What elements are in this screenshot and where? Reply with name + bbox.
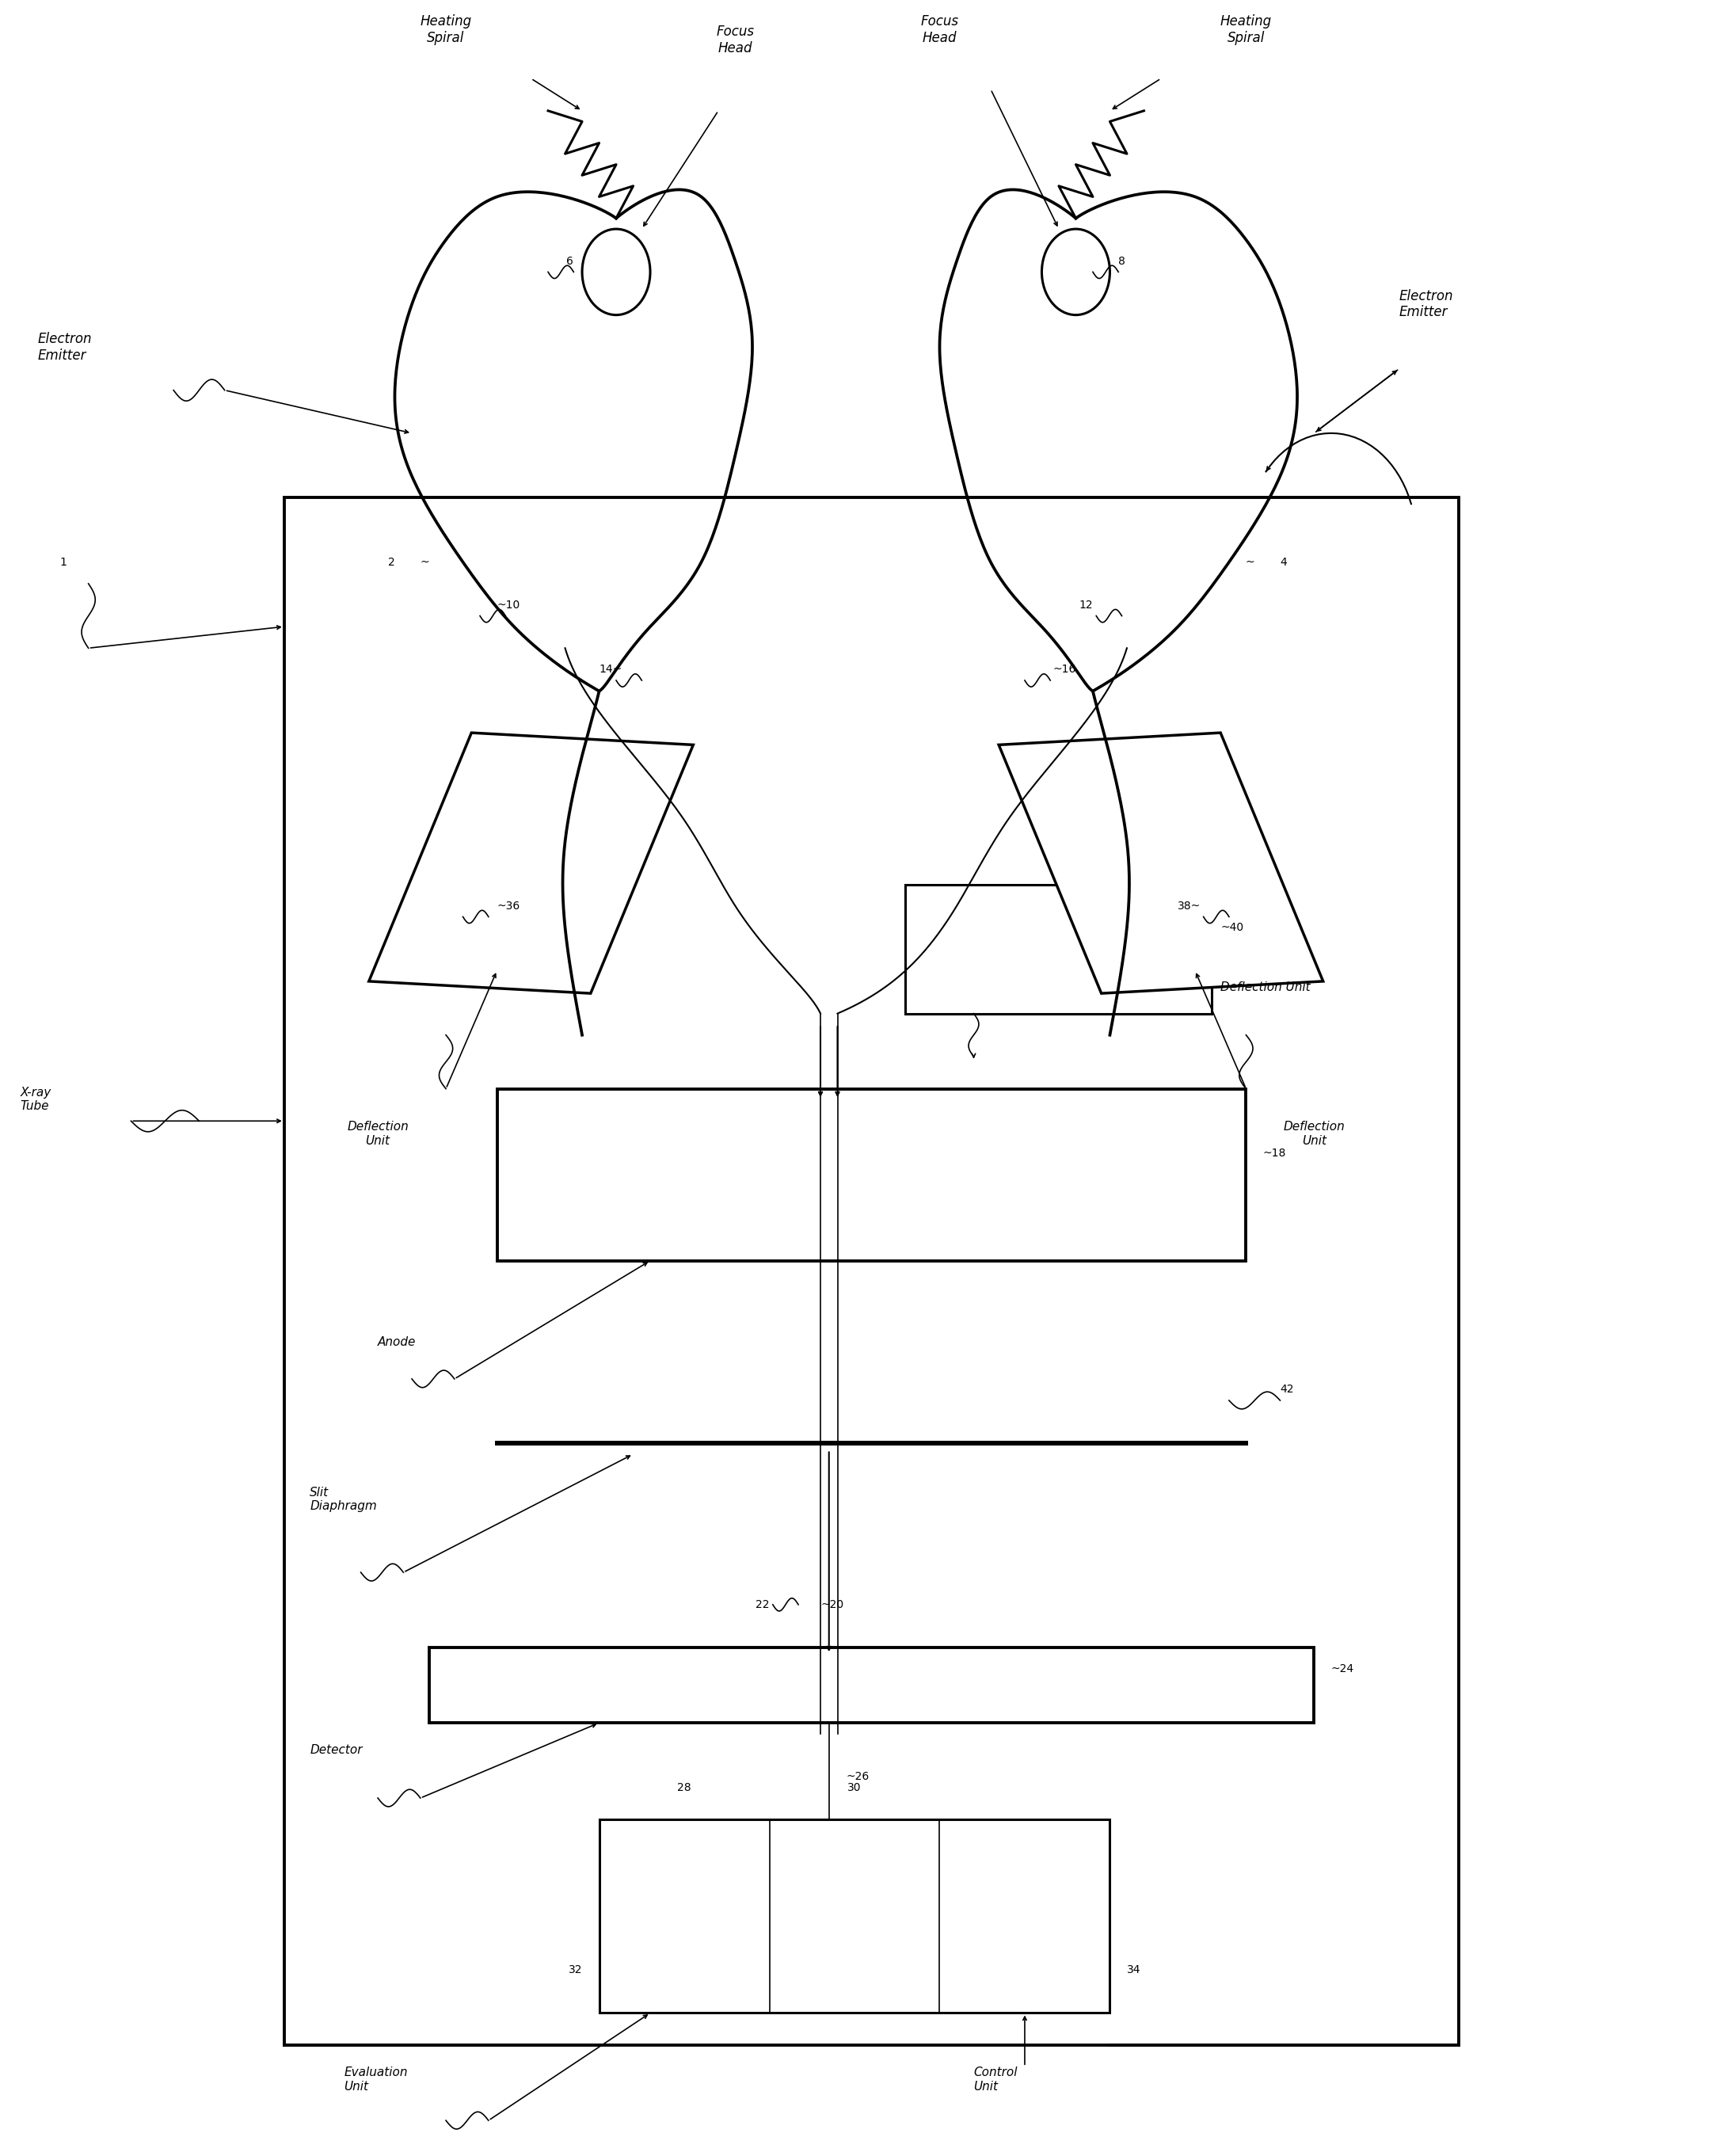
Text: ~36: ~36 xyxy=(497,901,520,912)
Text: X-ray
Tube: X-ray Tube xyxy=(21,1087,51,1112)
Polygon shape xyxy=(998,733,1323,994)
Text: Deflection Unit: Deflection Unit xyxy=(1220,981,1311,994)
Text: Control
Unit: Control Unit xyxy=(974,2068,1017,2091)
Text: Anode: Anode xyxy=(378,1337,415,1348)
Text: Focus
Head: Focus Head xyxy=(716,26,754,56)
Text: 1: 1 xyxy=(60,556,67,567)
Text: Heating
Spiral: Heating Spiral xyxy=(1220,15,1271,45)
Text: 30: 30 xyxy=(848,1781,861,1794)
Text: 14~: 14~ xyxy=(600,664,622,675)
Text: Focus
Head: Focus Head xyxy=(921,15,959,45)
Text: ~20: ~20 xyxy=(820,1600,844,1611)
Text: ~24: ~24 xyxy=(1331,1664,1354,1675)
Text: ~10: ~10 xyxy=(497,599,520,610)
Text: 32: 32 xyxy=(569,1964,583,1975)
Text: Detector: Detector xyxy=(309,1744,362,1757)
Text: ~: ~ xyxy=(420,556,429,567)
Text: ~40: ~40 xyxy=(1220,923,1244,934)
Polygon shape xyxy=(369,733,694,994)
Text: Slit
Diaphragm: Slit Diaphragm xyxy=(309,1485,378,1511)
Text: 6: 6 xyxy=(567,257,574,267)
Text: 22: 22 xyxy=(755,1600,769,1611)
Text: 4: 4 xyxy=(1280,556,1287,567)
Text: 42: 42 xyxy=(1280,1384,1294,1395)
Bar xyxy=(497,1089,1246,1261)
Text: Deflection
Unit: Deflection Unit xyxy=(1283,1121,1345,1147)
Text: Electron
Emitter: Electron Emitter xyxy=(1400,289,1454,319)
Text: ~16: ~16 xyxy=(1053,664,1075,675)
Text: ~: ~ xyxy=(1246,556,1254,567)
Text: 28: 28 xyxy=(677,1781,690,1794)
Bar xyxy=(284,498,1459,2046)
Text: Deflection
Unit: Deflection Unit xyxy=(347,1121,408,1147)
Text: 34: 34 xyxy=(1126,1964,1140,1975)
Text: Electron
Emitter: Electron Emitter xyxy=(38,332,92,362)
Bar xyxy=(600,1820,1109,2014)
Text: 38~: 38~ xyxy=(1178,901,1201,912)
Bar xyxy=(906,884,1212,1013)
Text: Heating
Spiral: Heating Spiral xyxy=(420,15,472,45)
Text: 12: 12 xyxy=(1078,599,1092,610)
Text: 8: 8 xyxy=(1118,257,1126,267)
Text: ~26: ~26 xyxy=(846,1770,870,1783)
Bar xyxy=(429,1647,1314,1723)
Text: ~18: ~18 xyxy=(1263,1147,1287,1158)
Text: 2: 2 xyxy=(388,556,395,567)
Text: Evaluation
Unit: Evaluation Unit xyxy=(344,2068,407,2091)
